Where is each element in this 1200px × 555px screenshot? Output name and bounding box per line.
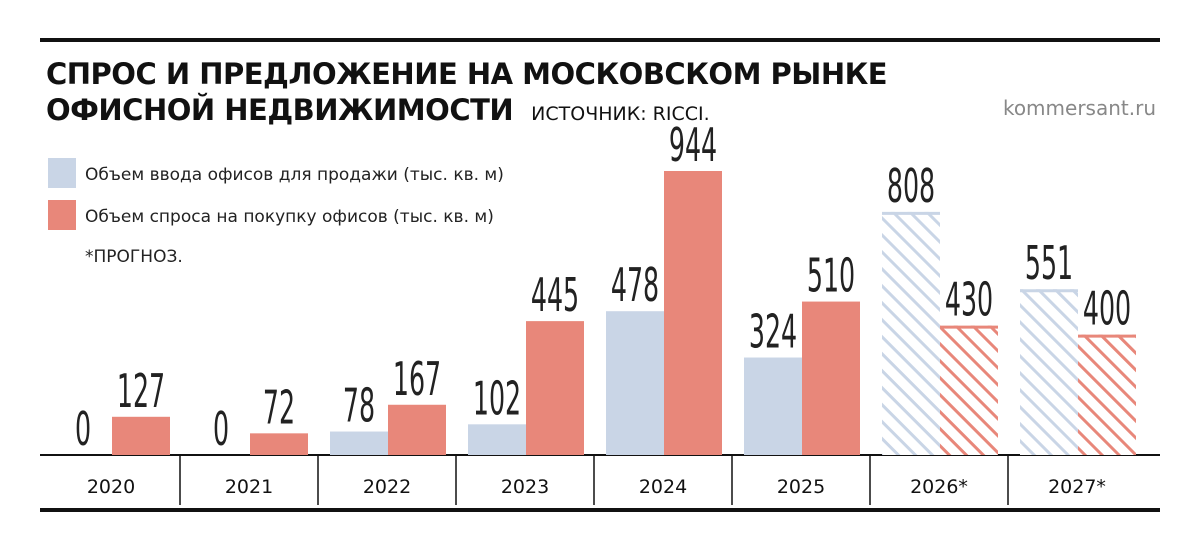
- x-tick-label: 2026*: [910, 476, 968, 498]
- value-label-group: 445: [531, 269, 579, 322]
- source: ИСТОЧНИК: RICCI.: [531, 103, 710, 125]
- bar: [388, 404, 446, 455]
- bar: [1078, 334, 1136, 455]
- value-label-group: 102: [473, 372, 521, 425]
- value-label: 944: [669, 119, 717, 172]
- value-label-group: 478: [611, 259, 659, 312]
- value-label-group: 400: [1083, 283, 1131, 336]
- value-label: 430: [945, 274, 993, 327]
- bar: [526, 321, 584, 455]
- x-tick-label: 2022: [363, 476, 411, 498]
- value-label: 0: [75, 403, 91, 456]
- value-label: 478: [611, 259, 659, 312]
- value-label: 808: [887, 160, 935, 213]
- x-tick-label: 2027*: [1048, 476, 1106, 498]
- value-label-group: 944: [669, 119, 717, 172]
- bar: [330, 431, 388, 455]
- value-label: 78: [343, 379, 375, 432]
- note: *ПРОГНОЗ.: [85, 247, 183, 267]
- value-label: 167: [393, 353, 441, 406]
- bar: [744, 357, 802, 455]
- x-tick-label: 2024: [639, 476, 687, 498]
- bar: [802, 301, 860, 455]
- value-label: 127: [117, 365, 165, 418]
- x-tick-label: 2023: [501, 476, 549, 498]
- value-label-group: 808: [887, 160, 935, 213]
- legend-swatch: [48, 200, 76, 230]
- bar: [1020, 289, 1078, 455]
- value-label-group: 510: [807, 249, 855, 302]
- value-label-group: 72: [263, 381, 295, 434]
- legend-swatch: [48, 158, 76, 188]
- value-label-group: 430: [945, 274, 993, 327]
- x-tick-label: 2020: [87, 476, 135, 498]
- bar: [250, 433, 308, 455]
- value-label-group: 324: [749, 305, 797, 358]
- legend-label: Объем ввода офисов для продажи (тыс. кв.…: [85, 165, 504, 185]
- value-label: 551: [1025, 237, 1073, 290]
- value-label-group: 0: [213, 403, 229, 456]
- bar: [112, 416, 170, 455]
- bar: [606, 311, 664, 455]
- chart-title: СПРОС И ПРЕДЛОЖЕНИЕ НА МОСКОВСКОМ РЫНКЕ …: [46, 56, 1006, 132]
- value-label-group: 127: [117, 365, 165, 418]
- x-tick-label: 2025: [777, 476, 825, 498]
- legend-label: Объем спроса на покупку офисов (тыс. кв.…: [85, 207, 494, 227]
- value-label-group: 78: [343, 379, 375, 432]
- value-label: 102: [473, 372, 521, 425]
- value-label: 510: [807, 249, 855, 302]
- x-tick-label: 2021: [225, 476, 273, 498]
- site: kommersant.ru: [1002, 96, 1156, 120]
- bar: [664, 171, 722, 455]
- bar: [940, 325, 998, 455]
- value-label-group: 167: [393, 353, 441, 406]
- value-label: 324: [749, 305, 797, 358]
- value-label: 400: [1083, 283, 1131, 336]
- value-label-group: 0: [75, 403, 91, 456]
- value-label: 72: [263, 381, 295, 434]
- bar: [468, 424, 526, 455]
- value-label-group: 551: [1025, 237, 1073, 290]
- title-text: СПРОС И ПРЕДЛОЖЕНИЕ НА МОСКОВСКОМ РЫНКЕ …: [46, 57, 888, 127]
- value-label: 0: [213, 403, 229, 456]
- value-label: 445: [531, 269, 579, 322]
- bar: [882, 211, 940, 455]
